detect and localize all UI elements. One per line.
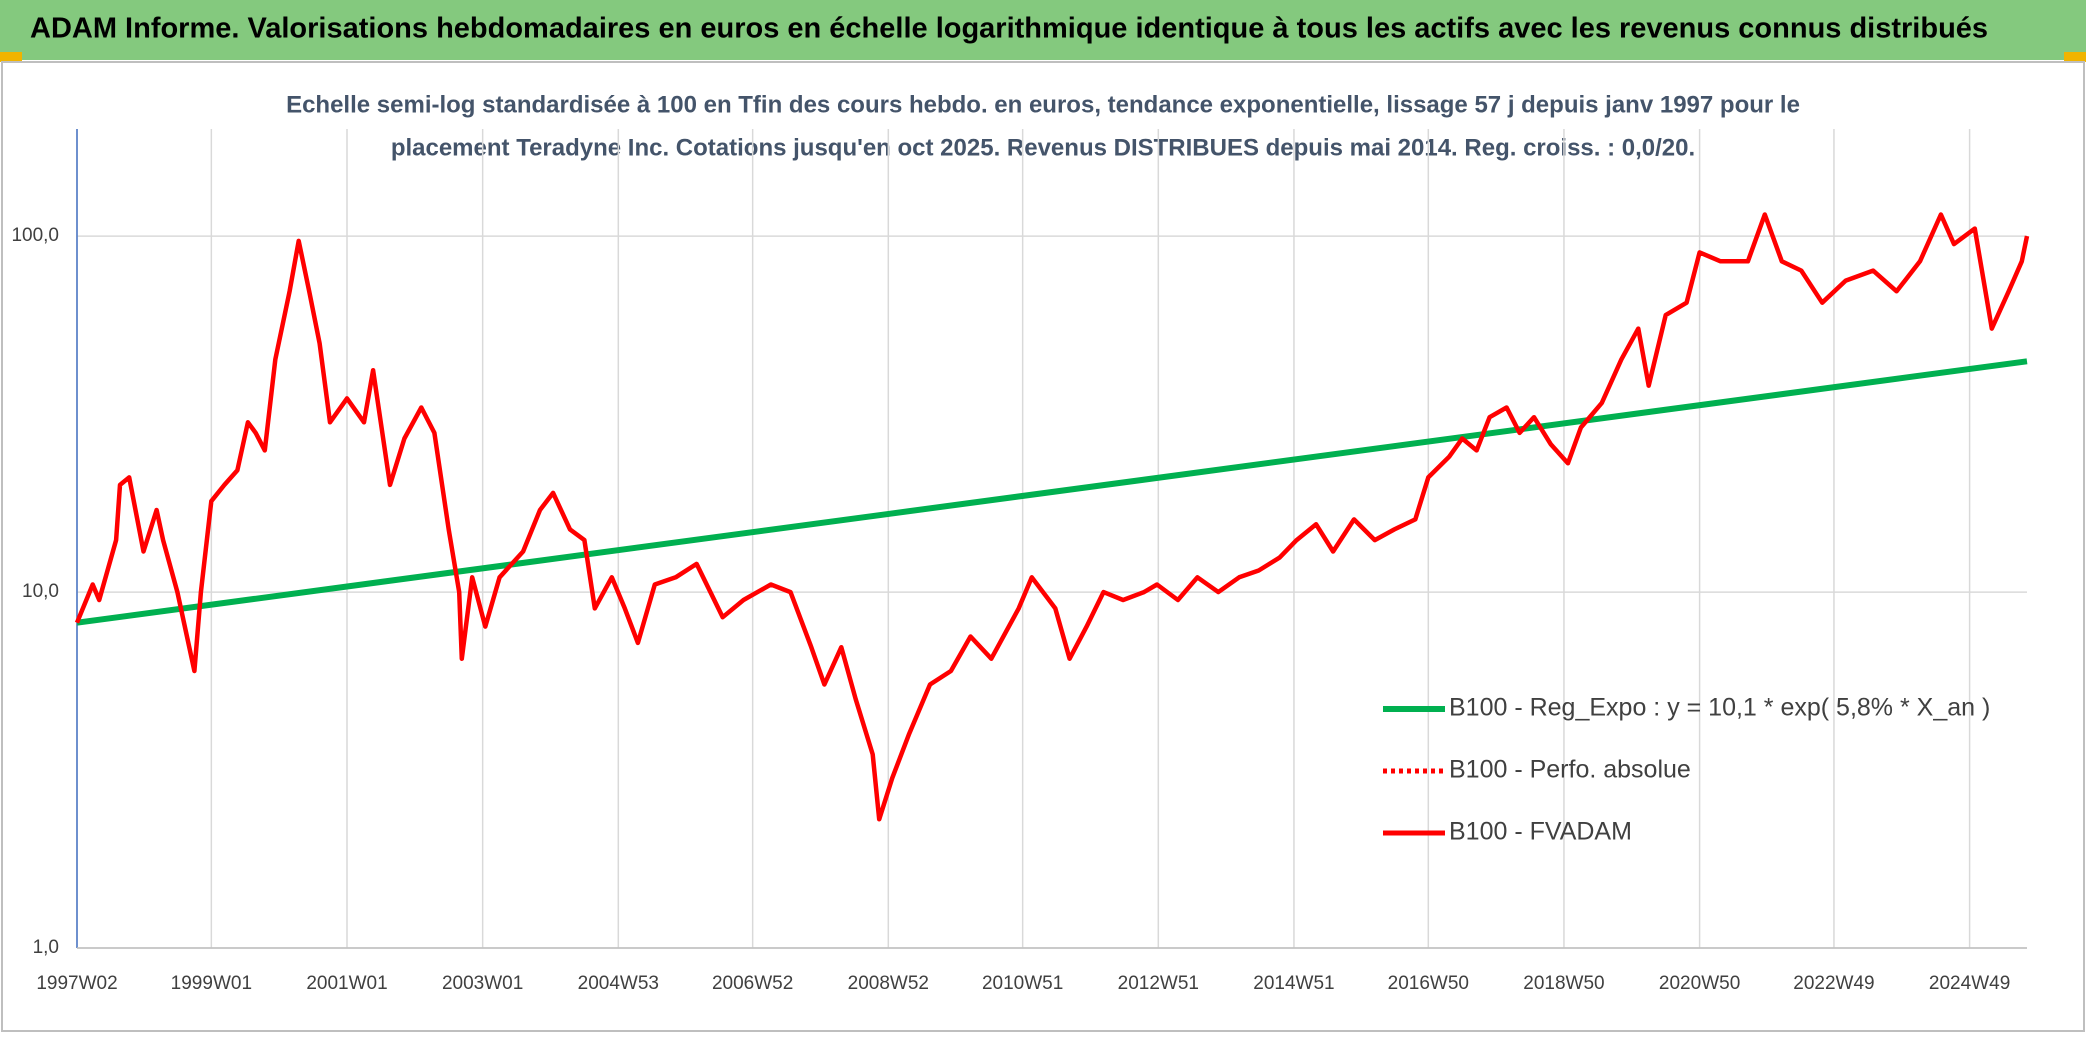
y-tick-label: 100,0 xyxy=(11,225,59,246)
chart-subtitle: placement Teradyne Inc. Cotations jusqu'… xyxy=(391,134,1695,161)
series-line xyxy=(76,358,2028,626)
corner-mark xyxy=(0,52,22,62)
title-bar xyxy=(0,0,2086,60)
y-tick-label: 10,0 xyxy=(22,581,59,602)
x-tick-label: 2014W51 xyxy=(1253,973,1334,994)
x-tick-label: 2004W53 xyxy=(578,973,659,994)
x-tick-label: 2024W49 xyxy=(1929,973,2010,994)
y-tick-label: 1,0 xyxy=(33,937,59,958)
chart-border xyxy=(1,61,2085,1032)
x-tick-label: 2022W49 xyxy=(1793,973,1874,994)
x-tick-label: 2020W50 xyxy=(1659,973,1740,994)
series-line xyxy=(74,212,2030,822)
x-tick-label: 2003W01 xyxy=(442,973,523,994)
legend-label: B100 - FVADAM xyxy=(1449,818,1632,846)
x-tick-label: 1999W01 xyxy=(171,973,252,994)
legend-label: B100 - Perfo. absolue xyxy=(1449,756,1691,784)
x-tick-label: 2006W52 xyxy=(712,973,793,994)
x-tick-label: 2008W52 xyxy=(848,973,929,994)
x-tick-label: 2018W50 xyxy=(1523,973,1604,994)
legend-label: B100 - Reg_Expo : y = 10,1 * exp( 5,8% *… xyxy=(1449,694,1990,722)
page-title: ADAM Informe. Valorisations hebdomadaire… xyxy=(30,13,1988,45)
x-tick-label: 2010W51 xyxy=(982,973,1063,994)
x-tick-label: 1997W02 xyxy=(36,973,117,994)
chart-title: Echelle semi-log standardisée à 100 en T… xyxy=(286,91,1800,118)
corner-mark xyxy=(2064,52,2086,62)
x-tick-label: 2001W01 xyxy=(306,973,387,994)
x-tick-label: 2016W50 xyxy=(1388,973,1469,994)
x-tick-label: 2012W51 xyxy=(1118,973,1199,994)
